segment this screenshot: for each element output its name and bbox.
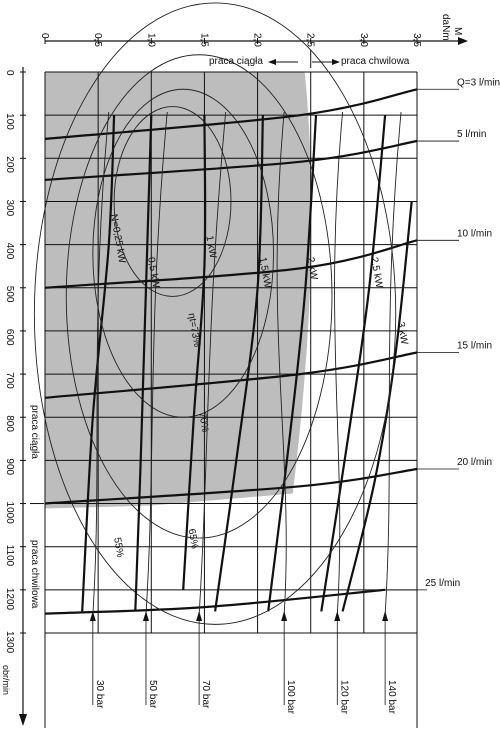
y-tick-label: 300 (4, 199, 15, 216)
y-tick-label: 500 (4, 286, 15, 303)
y-tick-label: 700 (4, 372, 15, 389)
pressure-curve (334, 111, 344, 616)
x-tick-label: 1,0 (145, 33, 156, 47)
pressure-label: 30 bar (94, 680, 105, 709)
x-axis-arrow (458, 37, 468, 45)
x-tick-label: 2,5 (305, 33, 316, 47)
power-curve (214, 115, 264, 612)
flow-curve (44, 239, 418, 289)
pressure-curve (92, 111, 110, 616)
flow-curve (44, 88, 418, 140)
efficiency-label: 65% (186, 528, 200, 550)
power-curve (134, 115, 153, 612)
efficiency-label: 55% (111, 537, 125, 559)
y-tick-label: 200 (4, 156, 15, 173)
x-tick-label: 1,5 (198, 33, 209, 47)
power-label: 2,5 kW (368, 256, 384, 289)
pressure-curve (276, 111, 287, 616)
flow-curve (44, 588, 386, 615)
y-region-label-continuous: praca ciągła (29, 405, 40, 459)
pressure-label: 100 bar (285, 680, 296, 715)
x-tick-label: 3,0 (358, 33, 369, 47)
flow-label: 25 l/min (425, 578, 460, 589)
region-label-continuous: praca ciągła (209, 56, 263, 67)
pressure-curve (198, 111, 227, 616)
y-tick-label: 400 (4, 243, 15, 260)
efficiency-curve (65, 54, 333, 539)
y-tick-label: 1100 (4, 545, 15, 567)
flow-label: 15 l/min (457, 341, 492, 352)
y-tick-label: 1200 (4, 588, 15, 611)
region-label-intermittent: praca chwilowa (341, 56, 410, 67)
flow-label: Q=3 l/min (457, 77, 500, 88)
power-curve (267, 115, 318, 612)
pressure-label: 70 bar (200, 680, 211, 709)
y-tick-label: 600 (4, 329, 15, 346)
pressure-arrowhead (142, 611, 149, 621)
pressure-label: 50 bar (147, 680, 158, 709)
y-axis-arrow (19, 714, 27, 726)
curves: Q=3 l/min 5 l/min 10 l/min 15 l/min 20 l/min… (33, 2, 500, 715)
x-tick-label: 3,5 (411, 33, 422, 47)
x-tick-label: 2,0 (252, 33, 263, 47)
x-tick-label: 0,5 (92, 33, 103, 47)
power-curve (182, 115, 207, 590)
pressure-arrowhead (334, 611, 341, 621)
flow-label: 5 l/min (457, 129, 486, 140)
power-curve (81, 115, 116, 612)
y-tick-label: 1000 (4, 502, 15, 525)
pressure-label: 140 bar (386, 680, 397, 715)
power-label: 1,5 kW (257, 256, 273, 289)
region-arrowhead-right (332, 59, 340, 65)
x-tick-label: 0 (39, 33, 50, 39)
y-tick-label: 900 (4, 458, 15, 475)
y-region-label-intermittent: praca chwilowa (29, 540, 40, 609)
power-curve (341, 201, 413, 612)
x-axis-unit: daNm (440, 14, 451, 41)
pressure-arrowhead (281, 611, 288, 621)
flow-label: 10 l/min (457, 228, 492, 239)
y-axis-unit: obr/min (1, 665, 11, 695)
power-label: 2 kW (304, 256, 319, 281)
power-curve (320, 115, 387, 612)
pressure-arrowhead (196, 611, 203, 621)
y-tick-label: 1300 (4, 631, 15, 654)
axes: 0 0,5 1,0 1,5 2,0 2,5 3,0 3,5 0 100 200 300 400 500 60… (4, 33, 468, 726)
region-arrowhead-left (268, 59, 276, 65)
power-label: 0,5 kW (145, 256, 161, 289)
efficiency-curve (33, 2, 397, 625)
pressure-label: 120 bar (338, 680, 349, 715)
x-axis-name: M (452, 27, 463, 35)
y-tick-label: 100 (4, 113, 15, 130)
grid (44, 71, 418, 728)
pressure-curve (145, 111, 168, 616)
pressure-arrowhead (382, 611, 389, 621)
pressure-curve (384, 111, 402, 616)
efficiency-curve (92, 88, 274, 418)
efficiency-curve (113, 106, 232, 297)
y-tick-label: 0 (4, 70, 15, 76)
power-label: 3 kW (395, 321, 410, 346)
pressure-arrowhead (89, 611, 96, 621)
y-tick-label: 800 (4, 415, 15, 432)
flow-label: 20 l/min (457, 457, 492, 468)
